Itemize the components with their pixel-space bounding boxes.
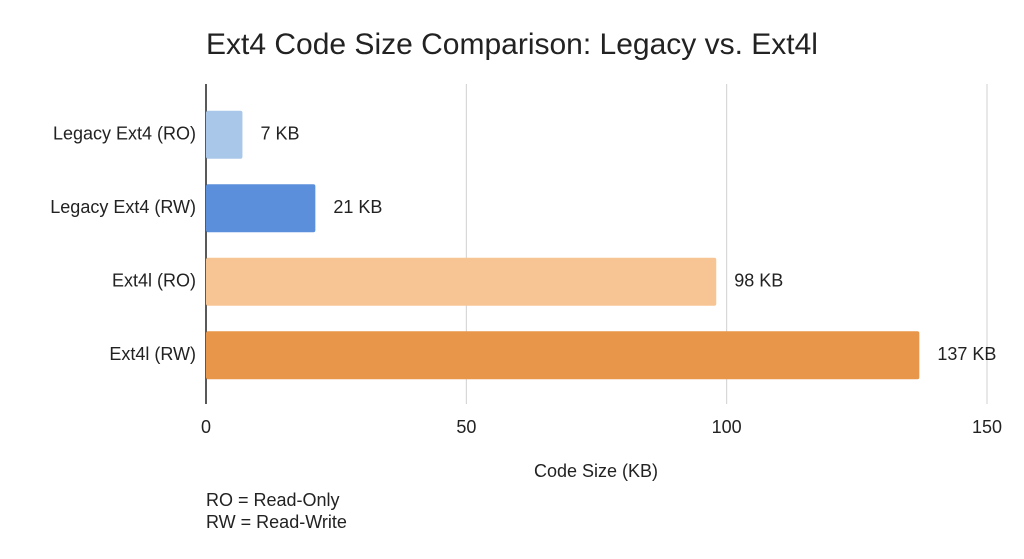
bar: [206, 110, 243, 159]
value-label: 7 KB: [260, 124, 299, 144]
y-tick-label: Ext4l (RO): [112, 271, 196, 291]
value-label: 21 KB: [333, 197, 382, 217]
y-tick-label: Ext4l (RW): [109, 344, 196, 364]
note: RW = Read-Write: [206, 512, 347, 532]
value-label: 98 KB: [734, 271, 783, 291]
x-tick-label: 150: [972, 417, 1002, 437]
bar: [206, 257, 717, 306]
x-tick-label: 100: [712, 417, 742, 437]
y-tick-label: Legacy Ext4 (RO): [53, 124, 196, 144]
bar: [206, 184, 316, 233]
x-axis-label: Code Size (KB): [534, 461, 658, 481]
bar: [206, 331, 920, 380]
x-tick-label: 0: [201, 417, 211, 437]
y-tick-label: Legacy Ext4 (RW): [50, 197, 196, 217]
value-label: 137 KB: [937, 344, 996, 364]
chart-title: Ext4 Code Size Comparison: Legacy vs. Ex…: [206, 28, 818, 61]
x-tick-label: 50: [456, 417, 476, 437]
note: RO = Read-Only: [206, 490, 340, 510]
